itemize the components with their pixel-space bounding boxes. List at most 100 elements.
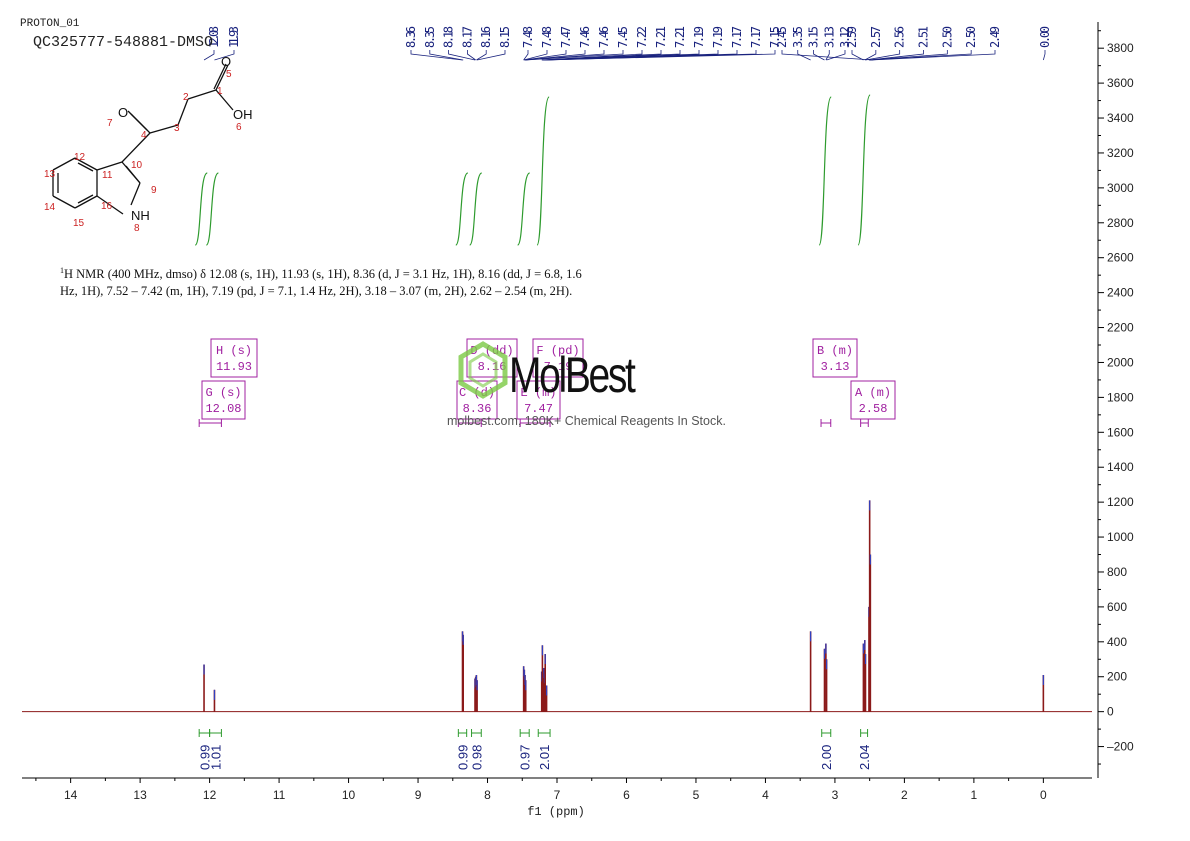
peak-shift-label: 3.15: [807, 26, 821, 48]
y-tick-label: 800: [1107, 565, 1127, 579]
atom-index: 6: [236, 122, 242, 133]
multiplet-shift: 8.36: [463, 402, 492, 416]
y-tick-label: 1000: [1107, 530, 1134, 544]
peak-label-connector: [410, 50, 463, 61]
nucleus-mass: 1: [60, 266, 64, 275]
integral-curve: [469, 172, 483, 246]
bond: [130, 182, 141, 206]
peak-shift-label: 8.17: [460, 26, 474, 48]
x-tick-label: 1: [971, 788, 978, 802]
atom-index: 15: [73, 218, 85, 229]
integral-value: 0.98: [469, 745, 484, 770]
x-tick-label: 6: [623, 788, 630, 802]
peak-shift-label: 2.50: [940, 26, 954, 48]
y-tick-label: 600: [1107, 600, 1127, 614]
multiplet-id: H (s): [216, 344, 252, 358]
integral-value: 2.00: [819, 745, 834, 770]
bond: [215, 64, 229, 91]
x-tick-label: 14: [64, 788, 78, 802]
integral-value: 2.04: [857, 745, 872, 770]
y-tick-label: 2000: [1107, 355, 1134, 369]
multiplet-shift: 11.93: [216, 360, 252, 374]
atom-index: 8: [134, 223, 140, 234]
bond: [77, 194, 94, 204]
peak-shift-label: 2.49: [988, 26, 1002, 48]
peak-shift-label: 2.56: [893, 26, 907, 48]
x-axis-title: f1 (ppm): [527, 805, 585, 819]
multiplet-shift: 7.47: [524, 402, 553, 416]
integral-curve: [194, 172, 208, 246]
peak-label-connector: [214, 50, 235, 61]
peak-shift-label: 3.12: [838, 26, 852, 48]
x-tick-label: 4: [762, 788, 769, 802]
bond: [74, 157, 98, 171]
peak-label-connector: [868, 50, 924, 61]
y-tick-label: 1800: [1107, 390, 1134, 404]
atom-index: 2: [183, 92, 189, 103]
y-tick-label: –200: [1107, 740, 1134, 754]
peak-shift-label: 7.19: [692, 26, 706, 48]
peak-label-connector: [525, 50, 605, 61]
bond: [125, 165, 141, 184]
peak-label-connector: [429, 50, 464, 61]
peak-label-connector: [864, 50, 877, 61]
peak-shift-label: 7.17: [749, 26, 763, 48]
x-tick-label: 7: [554, 788, 561, 802]
peak-label-connector: [870, 50, 996, 61]
bond: [74, 195, 98, 209]
integral-value: 0.99: [197, 745, 212, 770]
x-tick-label: 9: [415, 788, 422, 802]
atom-index: 5: [226, 69, 232, 80]
peak-label-connector: [546, 50, 776, 61]
peak-shift-label: 8.35: [423, 26, 437, 48]
multiplet-box: [850, 380, 896, 420]
multiplet-shift: 8.16: [478, 360, 507, 374]
peak-shift-label: 3.35: [791, 26, 805, 48]
y-tick-label: 200: [1107, 670, 1127, 684]
multiplet-shift: 7.19: [544, 360, 573, 374]
peak-shift-label: 7.21: [673, 26, 687, 48]
peak-shift-label: 7.17: [730, 26, 744, 48]
peak-shift-label: 8.36: [404, 26, 418, 48]
integral-curve: [205, 172, 219, 246]
y-tick-label: 1600: [1107, 425, 1134, 439]
peak-shift-label: 11.93: [227, 26, 241, 48]
x-tick-label: 11: [273, 788, 286, 802]
integral-curve: [536, 96, 550, 246]
multiplet-box: [201, 380, 246, 420]
peak-label-connector: [825, 50, 830, 61]
atom-index: 12: [74, 152, 86, 163]
y-tick-label: 3200: [1107, 146, 1134, 160]
peak-shift-label: 0.00: [1038, 26, 1052, 48]
bond: [96, 161, 123, 171]
nmr-summary-text: 1H NMR (400 MHz, dmso) δ 12.08 (s, 1H), …: [60, 262, 660, 300]
peak-label-connector: [525, 50, 624, 61]
peak-shift-label: 8.16: [479, 26, 493, 48]
integral-curve: [818, 96, 832, 246]
peak-label-connector: [826, 50, 846, 61]
y-tick-label: 3000: [1107, 181, 1134, 195]
y-tick-label: 2800: [1107, 216, 1134, 230]
x-tick-label: 3: [832, 788, 839, 802]
atom-label-o7: O: [118, 105, 128, 120]
peak-shift-label: 2.50: [964, 26, 978, 48]
peak-label-connector: [813, 50, 825, 61]
peak-shift-label: 8.15: [498, 26, 512, 48]
peak-label-connector: [477, 50, 506, 61]
y-tick-label: 3800: [1107, 41, 1134, 55]
multiplet-id: E (m): [520, 386, 556, 400]
peak-label-connector: [523, 50, 548, 61]
atom-index: 13: [44, 169, 56, 180]
bond: [77, 162, 94, 172]
peak-label-connector: [869, 50, 948, 61]
peak-shift-label: 7.46: [597, 26, 611, 48]
watermark-logo-text: MolBest: [509, 347, 636, 403]
peak-label-connector: [466, 50, 476, 61]
peak-shift-label: 7.46: [578, 26, 592, 48]
multiplet-box: [210, 338, 258, 378]
atom-index: 9: [151, 185, 157, 196]
y-tick-label: 0: [1107, 705, 1114, 719]
integral-value: 2.01: [537, 745, 552, 770]
y-tick-label: 1200: [1107, 495, 1134, 509]
peak-shift-label: 7.47: [559, 26, 573, 48]
